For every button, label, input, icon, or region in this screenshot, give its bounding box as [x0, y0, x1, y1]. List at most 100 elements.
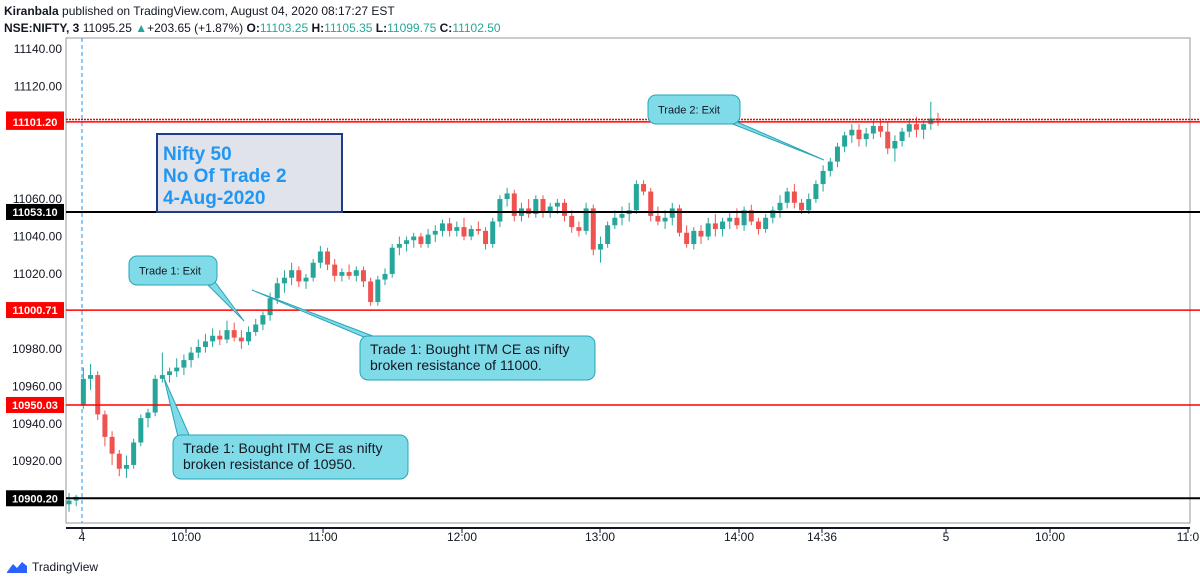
tradingview-logo-icon — [7, 562, 27, 573]
candle-body — [195, 346, 201, 353]
candle-body — [763, 217, 769, 230]
candle-body — [791, 191, 797, 203]
price-tag-label: 10950.03 — [12, 400, 58, 412]
candle-body — [332, 264, 338, 276]
candle-body — [899, 131, 905, 141]
candle-body — [806, 199, 812, 211]
candle-body — [597, 243, 603, 250]
candle-body — [698, 230, 704, 237]
callout-box — [172, 434, 409, 480]
candle-body — [468, 229, 474, 237]
candle-body — [461, 227, 467, 237]
candle-body — [504, 193, 510, 200]
price-tag-label: 11000.71 — [12, 305, 57, 317]
candle-body — [799, 202, 805, 211]
callout-trade2-exit: Trade 2: Exit — [647, 94, 825, 161]
candle-body — [123, 464, 129, 469]
candle-body — [188, 352, 194, 361]
candle-body — [439, 223, 445, 231]
candle-body — [641, 184, 647, 192]
y-tick-label: 11060.00 — [13, 192, 62, 206]
x-tick-label: 14:36 — [807, 530, 837, 544]
candle-body — [935, 118, 941, 121]
candle-body — [253, 324, 259, 332]
candle-body — [820, 170, 826, 185]
candle-body — [389, 247, 395, 274]
candle-body — [174, 367, 180, 372]
candle-body — [842, 135, 848, 147]
candle-body — [360, 270, 366, 282]
candle-body — [167, 371, 173, 376]
candle-body — [770, 210, 776, 218]
candle-body — [705, 223, 711, 237]
candle-body — [418, 236, 424, 244]
note-box-frame — [156, 133, 343, 213]
close-label: C: — [439, 21, 453, 35]
candle-body — [490, 221, 496, 244]
candle-body — [662, 217, 668, 222]
candle-body — [511, 193, 517, 216]
brand-label[interactable]: TradingView — [32, 560, 99, 574]
candle-body — [145, 412, 151, 419]
candle-body — [813, 184, 819, 200]
candle-body — [138, 418, 144, 443]
candle-body — [454, 227, 460, 231]
candle-body — [396, 243, 402, 248]
price-change: +203.65 (+1.87%) — [147, 21, 244, 35]
candle-body — [88, 375, 94, 379]
candle-body — [260, 315, 266, 325]
callout-text: broken resistance of 10950. — [183, 456, 356, 472]
price-tag — [6, 113, 64, 130]
candle-body — [633, 184, 639, 211]
candle-body — [497, 199, 503, 222]
price-tag — [6, 490, 64, 507]
candle-body — [425, 234, 431, 244]
candle-body — [310, 262, 316, 278]
candle-body — [382, 273, 388, 280]
x-tick-label: 14:00 — [724, 530, 754, 544]
candle-body — [712, 223, 718, 230]
candle-body — [676, 208, 682, 233]
candle-body — [777, 202, 783, 211]
candle-body — [411, 236, 417, 241]
candle-body — [159, 375, 165, 379]
candle-body — [102, 414, 108, 437]
candle-body — [878, 126, 884, 132]
close-value: 11102.50 — [452, 21, 501, 35]
candle-body — [863, 133, 869, 140]
callout-text: Trade 2: Exit — [658, 105, 720, 117]
y-tick-label: 11120.00 — [14, 80, 63, 94]
callout-text: Trade 1: Exit — [139, 266, 201, 278]
low-label: L: — [375, 21, 388, 35]
x-tick-label: 13:00 — [585, 530, 615, 544]
candle-body — [152, 378, 158, 413]
candle-body — [727, 217, 733, 222]
candle-body — [741, 210, 747, 226]
candle-body — [475, 229, 481, 231]
x-tick-label: 11:0 — [1177, 530, 1200, 544]
candle-body — [339, 272, 345, 276]
callout-trade1-exit: Trade 1: Exit — [128, 255, 245, 322]
candle-body — [375, 279, 381, 303]
candle-body — [648, 191, 654, 216]
open-value: 11103.25 — [259, 21, 309, 35]
low-value: 11099.75 — [387, 21, 437, 35]
candle-body — [913, 124, 919, 130]
candle-body — [784, 191, 790, 203]
price-tag-label: 10900.20 — [12, 493, 58, 505]
candle-body — [432, 230, 438, 235]
candle-body — [562, 202, 568, 216]
symbol-legend: NSE:NIFTY, 3 11095.25 ▲+203.65 (+1.87%) … — [4, 21, 501, 35]
candle-body — [325, 251, 331, 265]
candle-body — [317, 251, 323, 263]
x-tick-label: 10:00 — [171, 530, 201, 544]
y-tick-label: 10940.00 — [12, 417, 62, 431]
callout-box — [128, 255, 218, 286]
candle-body — [224, 330, 230, 340]
high-value: 11105.35 — [324, 21, 373, 35]
author-name[interactable]: Kiranbala — [4, 4, 59, 18]
note-box-line: 4-Aug-2020 — [163, 188, 265, 209]
symbol-label[interactable]: NSE:NIFTY, 3 — [4, 21, 80, 35]
